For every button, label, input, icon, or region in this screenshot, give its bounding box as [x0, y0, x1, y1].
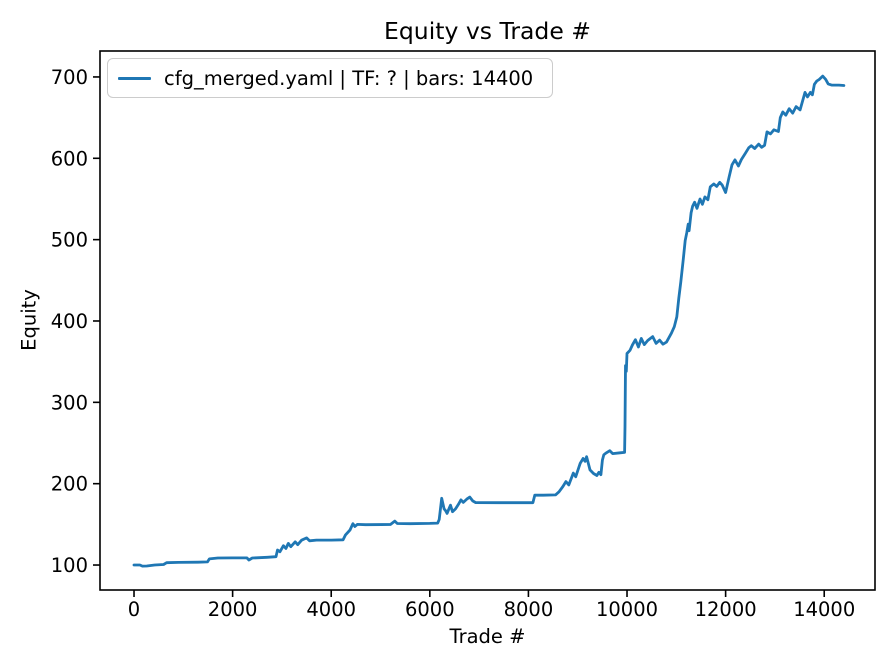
- x-tick-label: 12000: [695, 598, 757, 621]
- x-tick-label: 2000: [208, 598, 258, 621]
- x-tick-label: 10000: [596, 598, 658, 621]
- y-tick-label: 500: [51, 229, 88, 252]
- x-tick-label: 14000: [793, 598, 855, 621]
- legend: cfg_merged.yaml | TF: ? | bars: 14400: [107, 58, 553, 98]
- y-tick-label: 200: [51, 473, 88, 496]
- x-tick-label: 4000: [306, 598, 356, 621]
- y-tick-label: 700: [51, 66, 88, 89]
- legend-line-swatch: [118, 76, 151, 80]
- axes-spines: [99, 50, 876, 591]
- y-axis-label: Equity: [17, 289, 41, 351]
- x-tick-label: 6000: [405, 598, 455, 621]
- x-axis-label: Trade #: [449, 625, 526, 648]
- chart-title: Equity vs Trade #: [384, 17, 591, 45]
- legend-label: cfg_merged.yaml | TF: ? | bars: 14400: [164, 66, 534, 90]
- y-tick-label: 300: [51, 391, 88, 414]
- y-tick-label: 400: [51, 310, 88, 333]
- y-tick-label: 100: [51, 554, 88, 577]
- y-tick-label: 600: [51, 147, 88, 170]
- x-tick-label: 0: [128, 598, 140, 621]
- x-tick-label: 8000: [504, 598, 554, 621]
- equity-line: [132, 74, 846, 568]
